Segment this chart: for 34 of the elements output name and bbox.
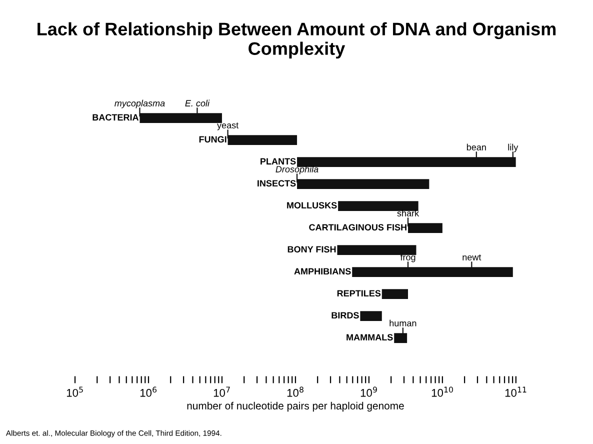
bar: [338, 201, 418, 212]
annotation: frog: [400, 254, 416, 262]
annotation: newt: [462, 254, 482, 260]
y-tick-label: MAMMALS: [346, 334, 393, 340]
annotation: mycoplasma: [114, 100, 165, 108]
y-tick-label: MOLLUSKS: [287, 202, 337, 209]
bar: [337, 245, 416, 256]
x-tick-label: 10$^{6}$: [140, 386, 157, 397]
y-tick-label: CARTILAGINOUS FISH: [309, 224, 406, 231]
annotation: E. coli: [185, 100, 210, 106]
y-tick-label: INSECTS: [258, 180, 296, 187]
chart-title: Lack of Relationship Between Amount of DNA and Organism Complexity: [38, 22, 556, 59]
bar: [360, 311, 382, 322]
annotation: bean: [466, 144, 486, 150]
x-tick-label: 10$^{8}$: [287, 386, 304, 397]
x-tick-label: 10$^{5}$: [66, 386, 83, 397]
x-tick-label: 10$^{10}$: [432, 386, 453, 397]
y-tick-label: BONY FISH: [288, 246, 336, 253]
x-tick-label: 10$^{11}$: [505, 386, 526, 397]
bar: [382, 289, 408, 300]
x-axis-title: number of nucleotide pairs per haploid genome: [187, 402, 404, 412]
x-tick-label: 10$^{9}$: [360, 386, 377, 397]
annotation: Drosophila: [276, 166, 318, 174]
y-tick-label: REPTILES: [337, 290, 381, 297]
annotation: lily: [508, 144, 518, 152]
y-tick-label: BACTERIA: [92, 114, 139, 121]
annotation: human: [390, 320, 416, 326]
y-tick-label: FUNGI: [199, 136, 226, 143]
x-tick-label: 10$^{7}$: [214, 386, 230, 397]
y-tick-label: BIRDS: [332, 312, 359, 319]
y-tick-label: AMPHIBIANS: [294, 268, 351, 275]
y-tick-label: PLANTS: [260, 158, 296, 165]
annotation: yeast: [217, 122, 239, 130]
annotation: shark: [397, 210, 420, 216]
